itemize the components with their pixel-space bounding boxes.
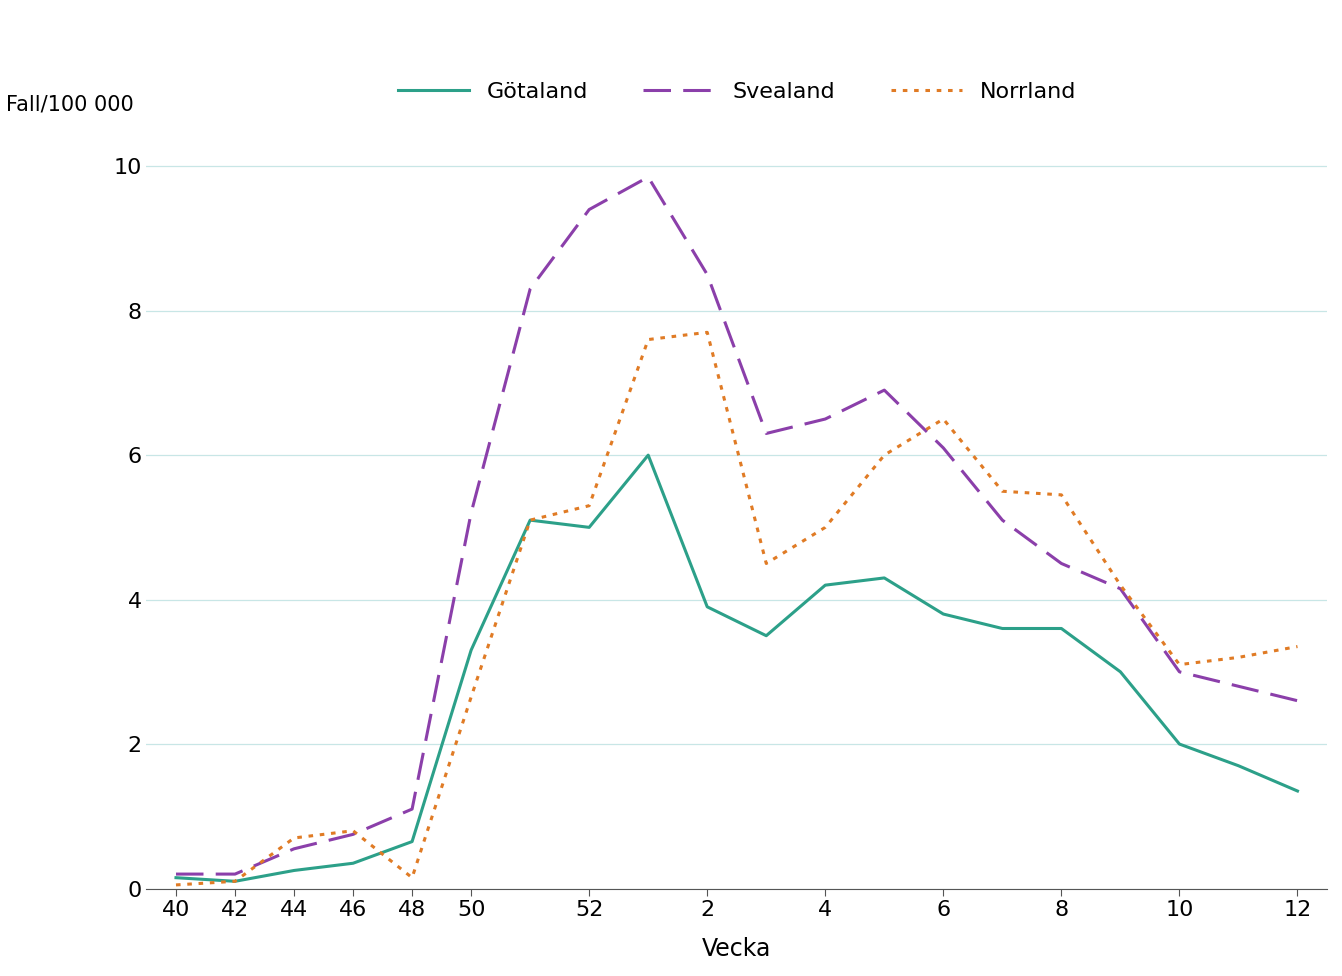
X-axis label: Vecka: Vecka [702,937,772,961]
Y-axis label: Fall/100 000: Fall/100 000 [5,95,134,115]
Legend: Götaland, Svealand, Norrland: Götaland, Svealand, Norrland [389,73,1084,110]
